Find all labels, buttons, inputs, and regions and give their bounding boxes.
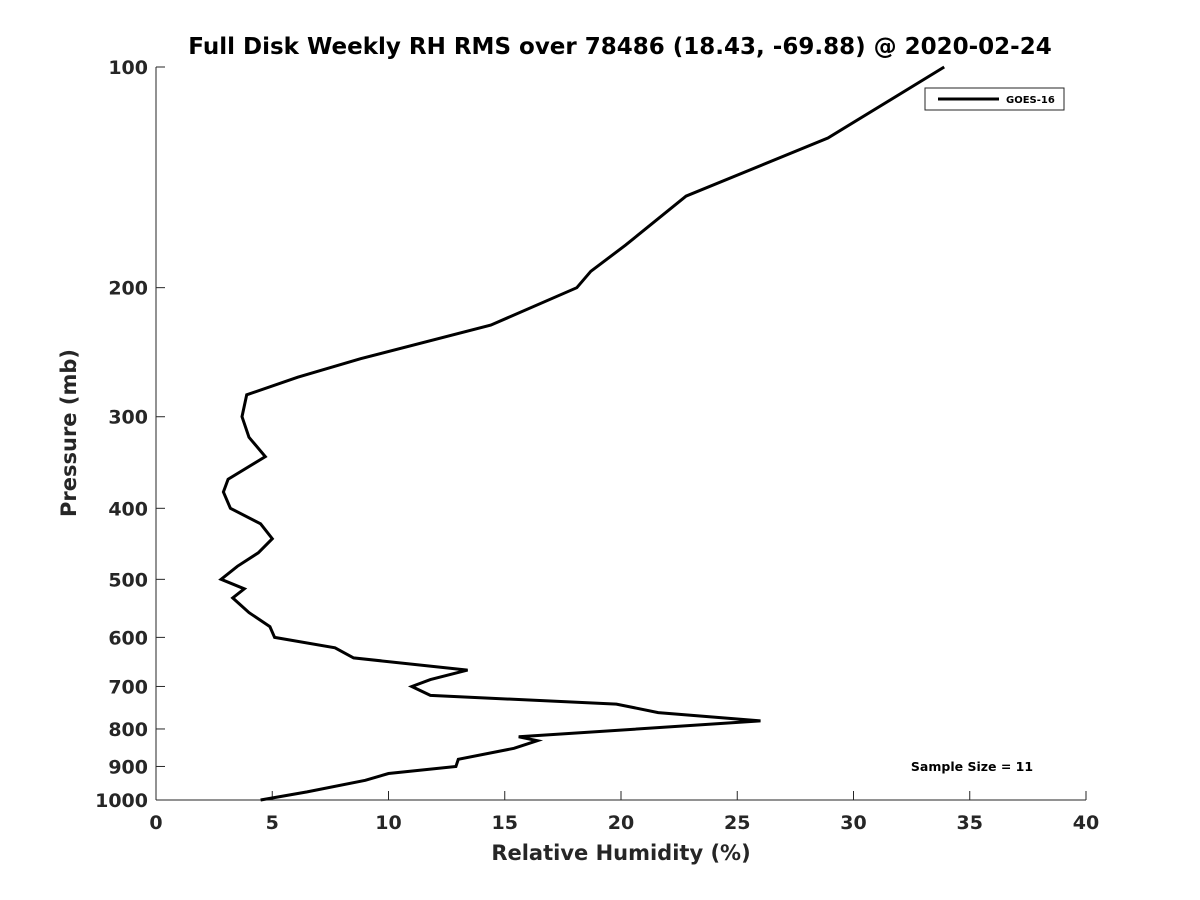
x-tick-label: 35 <box>957 812 983 834</box>
y-tick-label: 700 <box>108 676 148 698</box>
series-layer <box>218 65 945 802</box>
x-tick-label: 10 <box>375 812 401 834</box>
chart-title: Full Disk Weekly RH RMS over 78486 (18.4… <box>188 34 1051 60</box>
x-tick-label: 40 <box>1073 812 1099 834</box>
y-tick-label: 500 <box>108 569 148 591</box>
x-axis-title: Relative Humidity (%) <box>491 841 750 865</box>
y-tick-label: 800 <box>108 719 148 741</box>
y-tick-label: 300 <box>108 407 148 429</box>
x-tick-label: 25 <box>724 812 750 834</box>
x-tick-label: 20 <box>608 812 634 834</box>
y-tick-label: 100 <box>108 57 148 79</box>
y-tick-label: 200 <box>108 278 148 300</box>
legend-label-goes-16: GOES-16 <box>1006 95 1055 106</box>
y-tick-label: 1000 <box>95 790 148 812</box>
y-tick-label: 900 <box>108 756 148 778</box>
series-line-goes-16 <box>218 65 945 802</box>
y-tick-label: 600 <box>108 627 148 649</box>
x-tick-label: 15 <box>492 812 518 834</box>
y-axis-ticks: 100 200 300 400 500 600 700 800 900 1000 <box>95 57 165 812</box>
x-axis-ticks: 0 5 10 15 20 25 30 35 40 <box>149 791 1099 834</box>
x-tick-label: 0 <box>149 812 162 834</box>
sample-size-annotation: Sample Size = 11 <box>911 759 1033 774</box>
plot-area <box>156 67 1086 800</box>
x-tick-label: 30 <box>840 812 866 834</box>
y-axis-title: Pressure (mb) <box>57 349 81 517</box>
legend: GOES-16 <box>924 87 1065 111</box>
y-tick-label: 400 <box>108 498 148 520</box>
x-tick-label: 5 <box>266 812 279 834</box>
